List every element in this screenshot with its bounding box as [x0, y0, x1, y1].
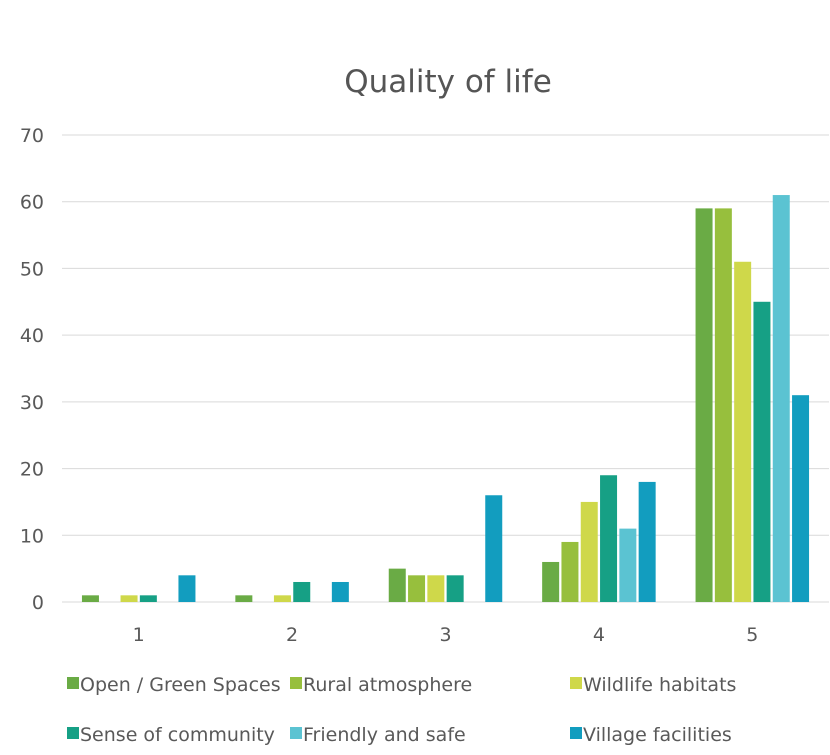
- legend-label: Rural atmosphere: [303, 674, 472, 696]
- bar: [293, 581, 311, 602]
- legend-label: Friendly and safe: [303, 724, 466, 746]
- legend-label: Open / Green Spaces: [80, 674, 281, 696]
- legend: Open / Green Spaces Rural atmosphere Wildl…: [67, 674, 736, 746]
- y-tick-label: 40: [20, 325, 44, 347]
- y-tick-label: 0: [32, 592, 44, 614]
- y-tick-label: 20: [20, 459, 44, 481]
- bar: [273, 595, 291, 602]
- legend-label: Wildlife habitats: [583, 674, 736, 696]
- x-axis: 1 2 3 4 5: [133, 624, 759, 646]
- bar: [485, 495, 503, 602]
- bar: [561, 541, 579, 602]
- bar: [120, 595, 138, 602]
- legend-swatch: [570, 727, 582, 739]
- y-tick-label: 10: [20, 525, 44, 547]
- bar: [734, 261, 752, 602]
- bar: [619, 528, 637, 602]
- legend-label: Village facilities: [583, 724, 732, 746]
- chart-title: Quality of life: [344, 64, 552, 100]
- bar: [446, 575, 464, 602]
- gridlines: [62, 134, 829, 603]
- bar: [139, 595, 157, 602]
- y-tick-label: 30: [20, 392, 44, 414]
- bar: [427, 575, 445, 602]
- y-tick-label: 50: [20, 258, 44, 280]
- x-tick-label: 4: [593, 624, 605, 646]
- bar: [178, 575, 196, 602]
- bar: [331, 581, 349, 602]
- bar: [772, 195, 790, 603]
- bar: [695, 208, 713, 602]
- bar: [235, 595, 253, 602]
- bar: [81, 595, 99, 602]
- bar: [714, 208, 732, 602]
- legend-swatch: [290, 727, 302, 739]
- legend-label: Sense of community: [80, 724, 275, 746]
- bar: [638, 481, 656, 602]
- y-tick-label: 60: [20, 192, 44, 214]
- x-tick-label: 3: [439, 624, 451, 646]
- bar: [542, 561, 560, 602]
- bar: [580, 501, 598, 602]
- y-tick-label: 70: [20, 125, 44, 147]
- legend-swatch: [67, 677, 79, 689]
- x-tick-label: 1: [133, 624, 145, 646]
- y-axis: 0 10 20 30 40 50 60 70: [20, 125, 44, 614]
- x-tick-label: 2: [286, 624, 298, 646]
- x-tick-label: 5: [746, 624, 758, 646]
- bar: [753, 301, 771, 602]
- bar: [408, 575, 426, 602]
- legend-swatch: [570, 677, 582, 689]
- bar: [600, 475, 618, 602]
- legend-swatch: [67, 727, 79, 739]
- legend-swatch: [290, 677, 302, 689]
- bar: [792, 395, 810, 602]
- bar: [388, 568, 406, 602]
- bars: [81, 195, 810, 603]
